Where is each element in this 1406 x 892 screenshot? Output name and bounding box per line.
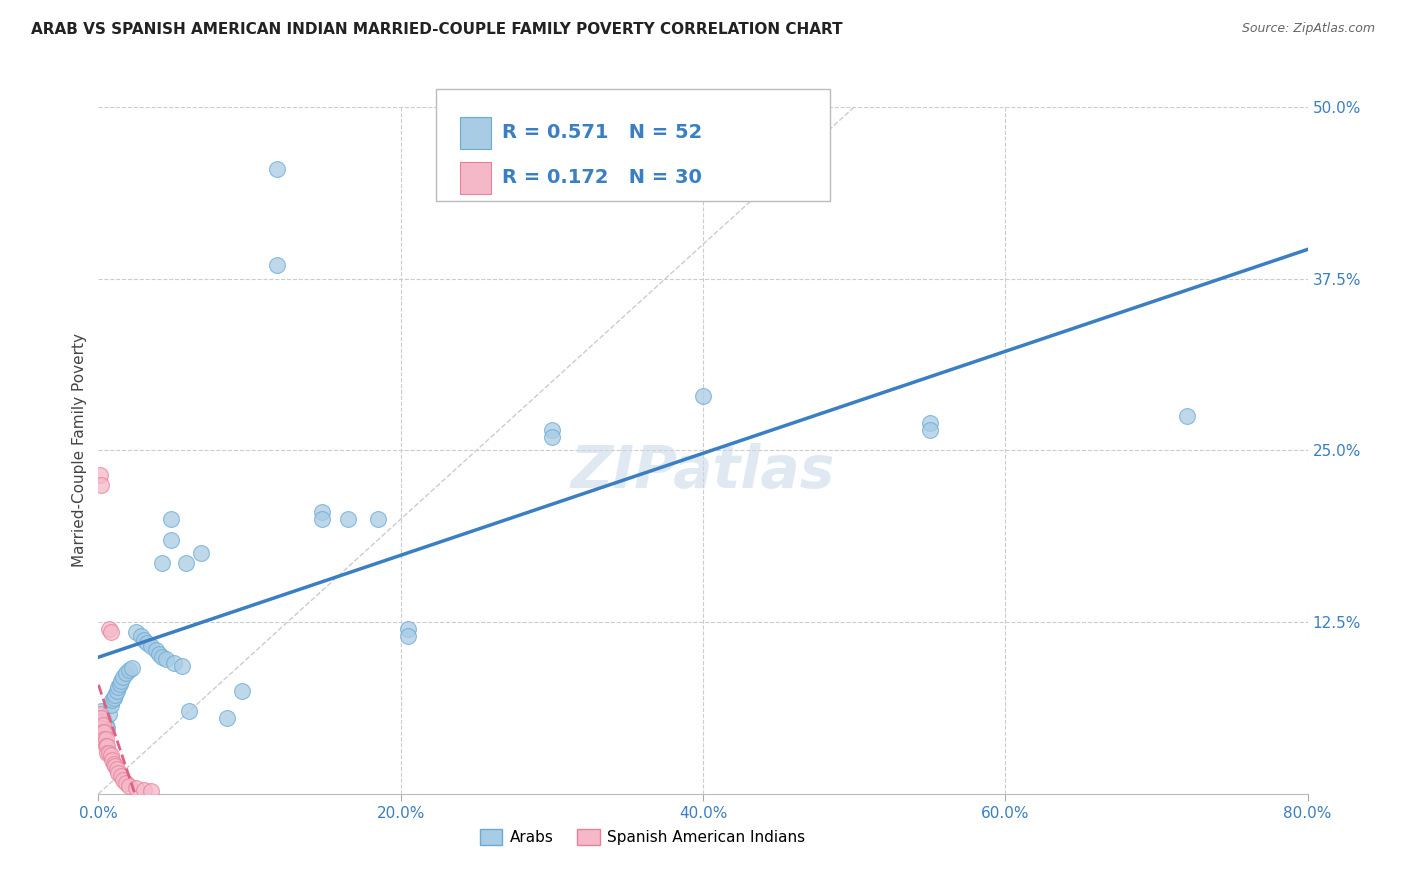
Legend: Arabs, Spanish American Indians: Arabs, Spanish American Indians [474, 823, 811, 852]
Point [93, 725, 115, 739]
Point [114, 665, 136, 680]
Point [132, 782, 155, 797]
Point [90, 478, 112, 492]
Point [141, 639, 163, 653]
Point [110, 674, 132, 689]
Point [98, 707, 121, 722]
Point [179, 705, 201, 719]
Point [174, 556, 197, 570]
Point [101, 693, 124, 707]
Point [125, 624, 148, 639]
Text: Source: ZipAtlas.com: Source: ZipAtlas.com [1241, 22, 1375, 36]
Point [118, 779, 141, 793]
Point [94, 718, 117, 732]
Point [103, 756, 125, 771]
Point [141, 784, 163, 798]
Point [118, 663, 141, 677]
Point [110, 769, 132, 783]
Point [148, 647, 170, 661]
Point [135, 636, 157, 650]
Point [100, 624, 122, 639]
Point [94, 739, 117, 753]
Point [105, 683, 128, 698]
Point [98, 622, 121, 636]
Point [107, 766, 129, 780]
Point [90, 721, 112, 735]
Point [101, 753, 124, 767]
Point [98, 746, 121, 760]
Point [104, 759, 127, 773]
Point [91, 711, 114, 725]
Point [125, 781, 148, 796]
Point [90, 711, 112, 725]
Text: R = 0.571   N = 52: R = 0.571 N = 52 [502, 123, 702, 142]
Point [91, 718, 114, 732]
Point [231, 683, 253, 698]
Point [160, 533, 183, 547]
Point [266, 161, 288, 176]
Point [91, 725, 114, 739]
Point [918, 416, 941, 430]
Point [396, 622, 419, 636]
Point [114, 776, 136, 790]
Point [89, 715, 111, 730]
Point [96, 739, 118, 753]
Point [190, 546, 212, 561]
Point [918, 423, 941, 437]
Point [396, 629, 419, 643]
Point [89, 468, 111, 483]
Point [93, 715, 115, 730]
Text: R = 0.172   N = 30: R = 0.172 N = 30 [502, 169, 702, 187]
Point [121, 660, 143, 674]
Point [105, 762, 128, 776]
Point [90, 705, 112, 719]
Point [111, 670, 134, 684]
Point [1175, 409, 1198, 423]
Y-axis label: Married-Couple Family Poverty: Married-Couple Family Poverty [72, 334, 87, 567]
Point [111, 773, 134, 788]
Text: ZIPatlas: ZIPatlas [571, 442, 835, 500]
Point [94, 731, 117, 746]
Point [367, 512, 389, 526]
Point [129, 629, 152, 643]
Point [93, 731, 115, 746]
Point [100, 748, 122, 763]
Point [132, 633, 155, 648]
Point [692, 388, 714, 402]
Point [150, 556, 173, 570]
Point [150, 649, 173, 664]
Point [163, 657, 186, 671]
Point [540, 430, 562, 444]
Point [96, 721, 118, 735]
Point [103, 690, 125, 705]
Point [540, 423, 562, 437]
Point [170, 659, 193, 673]
Point [89, 707, 111, 722]
Point [311, 505, 333, 519]
Point [96, 746, 118, 760]
Point [311, 512, 333, 526]
Point [107, 680, 129, 694]
Point [215, 711, 238, 725]
Text: ARAB VS SPANISH AMERICAN INDIAN MARRIED-COUPLE FAMILY POVERTY CORRELATION CHART: ARAB VS SPANISH AMERICAN INDIAN MARRIED-… [31, 22, 842, 37]
Point [104, 688, 127, 702]
Point [155, 652, 177, 666]
Point [108, 677, 131, 691]
Point [266, 258, 288, 272]
Point [145, 642, 167, 657]
Point [336, 512, 359, 526]
Point [100, 698, 122, 712]
Point [160, 512, 183, 526]
